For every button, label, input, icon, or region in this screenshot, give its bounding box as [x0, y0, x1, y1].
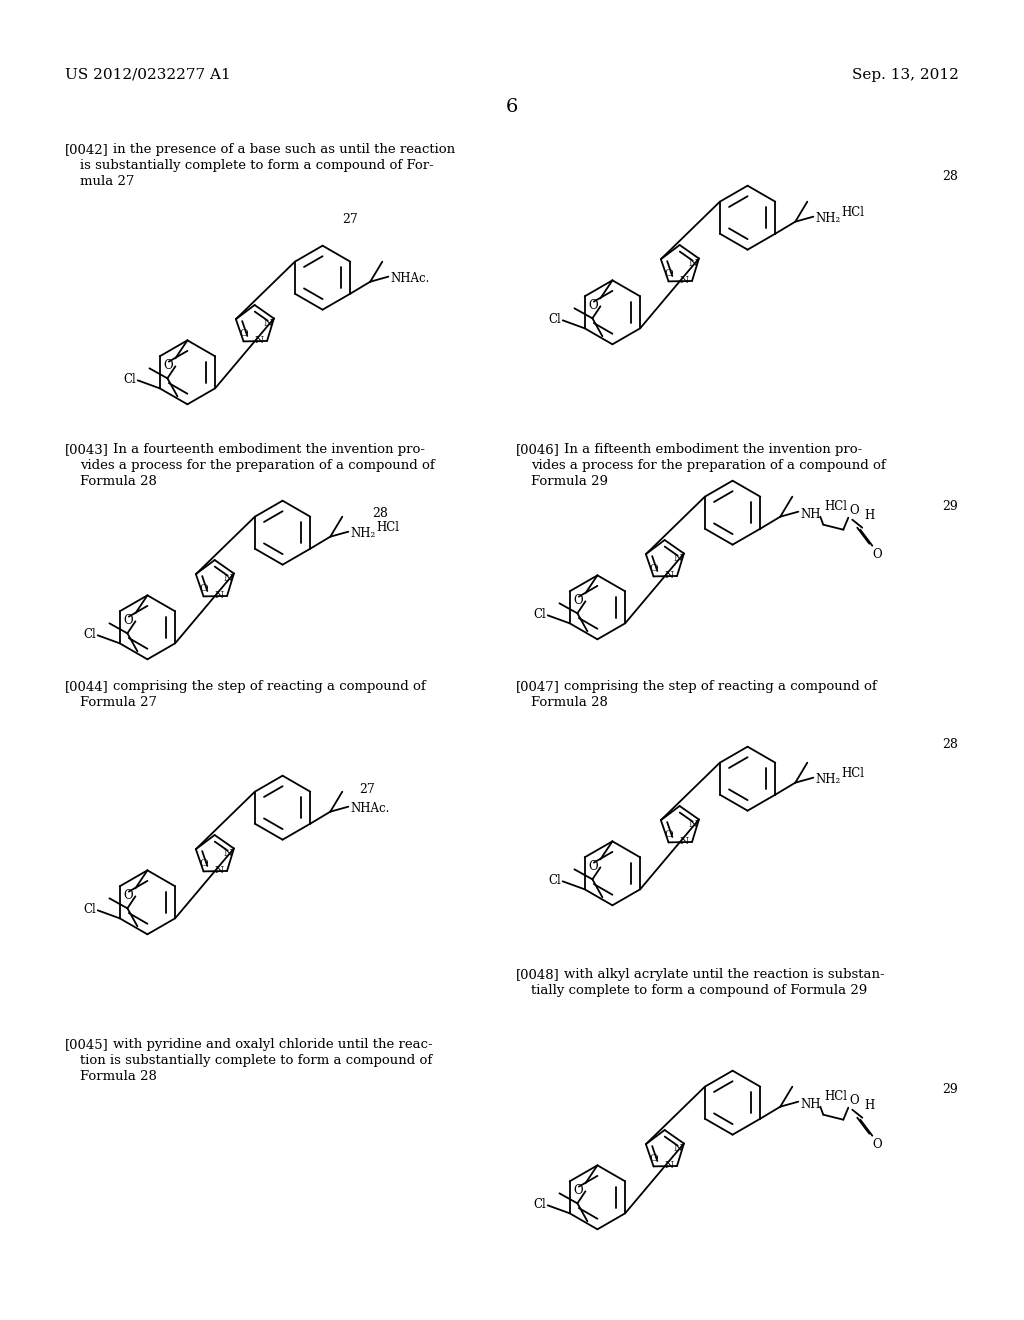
- Text: NH₂: NH₂: [815, 774, 841, 787]
- Text: Formula 28: Formula 28: [531, 696, 608, 709]
- Text: Formula 28: Formula 28: [80, 1071, 157, 1082]
- Text: Formula 28: Formula 28: [80, 475, 157, 488]
- Text: O: O: [849, 1094, 859, 1106]
- Text: 27: 27: [359, 783, 375, 796]
- Text: In a fourteenth embodiment the invention pro-: In a fourteenth embodiment the invention…: [113, 444, 425, 455]
- Text: O: O: [200, 859, 208, 869]
- Text: H: H: [864, 510, 874, 523]
- Text: Cl: Cl: [83, 903, 95, 916]
- Text: O: O: [573, 1184, 584, 1197]
- Text: NHAc.: NHAc.: [390, 272, 430, 285]
- Text: O: O: [872, 1138, 882, 1151]
- Text: O: O: [849, 504, 859, 516]
- Text: 27: 27: [342, 213, 358, 226]
- Text: Cl: Cl: [123, 372, 136, 385]
- Text: comprising the step of reacting a compound of: comprising the step of reacting a compou…: [564, 680, 877, 693]
- Text: NH₂: NH₂: [350, 527, 376, 540]
- Text: vides a process for the preparation of a compound of: vides a process for the preparation of a…: [80, 459, 435, 473]
- Text: N: N: [674, 554, 683, 564]
- Text: Sep. 13, 2012: Sep. 13, 2012: [852, 69, 959, 82]
- Text: is substantially complete to form a compound of For-: is substantially complete to form a comp…: [80, 158, 434, 172]
- Text: Cl: Cl: [548, 313, 561, 326]
- Text: O: O: [124, 890, 133, 903]
- Text: comprising the step of reacting a compound of: comprising the step of reacting a compou…: [113, 680, 426, 693]
- Text: N: N: [689, 821, 698, 829]
- Text: NHAc.: NHAc.: [350, 803, 390, 816]
- Text: NH: NH: [801, 508, 821, 521]
- Text: HCl: HCl: [842, 767, 864, 780]
- Text: 28: 28: [942, 170, 958, 183]
- Text: [0048]: [0048]: [516, 968, 560, 981]
- Text: HCl: HCl: [842, 206, 864, 219]
- Text: Formula 27: Formula 27: [80, 696, 157, 709]
- Text: O: O: [240, 330, 248, 338]
- Text: O: O: [665, 830, 673, 840]
- Text: N: N: [224, 574, 232, 583]
- Text: NH₂: NH₂: [815, 213, 841, 226]
- Text: mula 27: mula 27: [80, 176, 134, 187]
- Text: O: O: [649, 1155, 657, 1163]
- Text: N: N: [689, 260, 698, 268]
- Text: N: N: [680, 837, 689, 846]
- Text: N: N: [674, 1144, 683, 1154]
- Text: HCl: HCl: [376, 521, 399, 535]
- Text: O: O: [200, 585, 208, 594]
- Text: O: O: [649, 565, 657, 573]
- Text: N: N: [264, 319, 273, 329]
- Text: [0046]: [0046]: [516, 444, 560, 455]
- Text: US 2012/0232277 A1: US 2012/0232277 A1: [65, 69, 230, 82]
- Text: with pyridine and oxalyl chloride until the reac-: with pyridine and oxalyl chloride until …: [113, 1038, 432, 1051]
- Text: O: O: [872, 548, 882, 561]
- Text: 29: 29: [942, 500, 958, 513]
- Text: O: O: [573, 594, 584, 607]
- Text: [0045]: [0045]: [65, 1038, 109, 1051]
- Text: [0044]: [0044]: [65, 680, 109, 693]
- Text: O: O: [164, 359, 173, 372]
- Text: O: O: [124, 614, 133, 627]
- Text: N: N: [224, 850, 232, 858]
- Text: O: O: [665, 269, 673, 279]
- Text: vides a process for the preparation of a compound of: vides a process for the preparation of a…: [531, 459, 886, 473]
- Text: Cl: Cl: [532, 1197, 546, 1210]
- Text: HCl: HCl: [824, 500, 847, 513]
- Text: [0047]: [0047]: [516, 680, 560, 693]
- Text: 6: 6: [506, 98, 518, 116]
- Text: N: N: [215, 866, 224, 875]
- Text: N: N: [680, 276, 689, 285]
- Text: Formula 29: Formula 29: [531, 475, 608, 488]
- Text: Cl: Cl: [532, 607, 546, 620]
- Text: tially complete to form a compound of Formula 29: tially complete to form a compound of Fo…: [531, 983, 867, 997]
- Text: N: N: [215, 591, 224, 601]
- Text: with alkyl acrylate until the reaction is substan-: with alkyl acrylate until the reaction i…: [564, 968, 885, 981]
- Text: N: N: [665, 572, 674, 581]
- Text: N: N: [255, 337, 264, 346]
- Text: tion is substantially complete to form a compound of: tion is substantially complete to form a…: [80, 1053, 432, 1067]
- Text: H: H: [864, 1100, 874, 1113]
- Text: In a fifteenth embodiment the invention pro-: In a fifteenth embodiment the invention …: [564, 444, 862, 455]
- Text: 29: 29: [942, 1082, 958, 1096]
- Text: NH: NH: [801, 1098, 821, 1111]
- Text: Cl: Cl: [548, 874, 561, 887]
- Text: 28: 28: [372, 507, 388, 520]
- Text: Cl: Cl: [83, 628, 95, 640]
- Text: in the presence of a base such as until the reaction: in the presence of a base such as until …: [113, 143, 455, 156]
- Text: 28: 28: [942, 738, 958, 751]
- Text: N: N: [665, 1162, 674, 1171]
- Text: O: O: [589, 861, 598, 874]
- Text: HCl: HCl: [824, 1090, 847, 1104]
- Text: [0043]: [0043]: [65, 444, 109, 455]
- Text: [0042]: [0042]: [65, 143, 109, 156]
- Text: O: O: [589, 300, 598, 313]
